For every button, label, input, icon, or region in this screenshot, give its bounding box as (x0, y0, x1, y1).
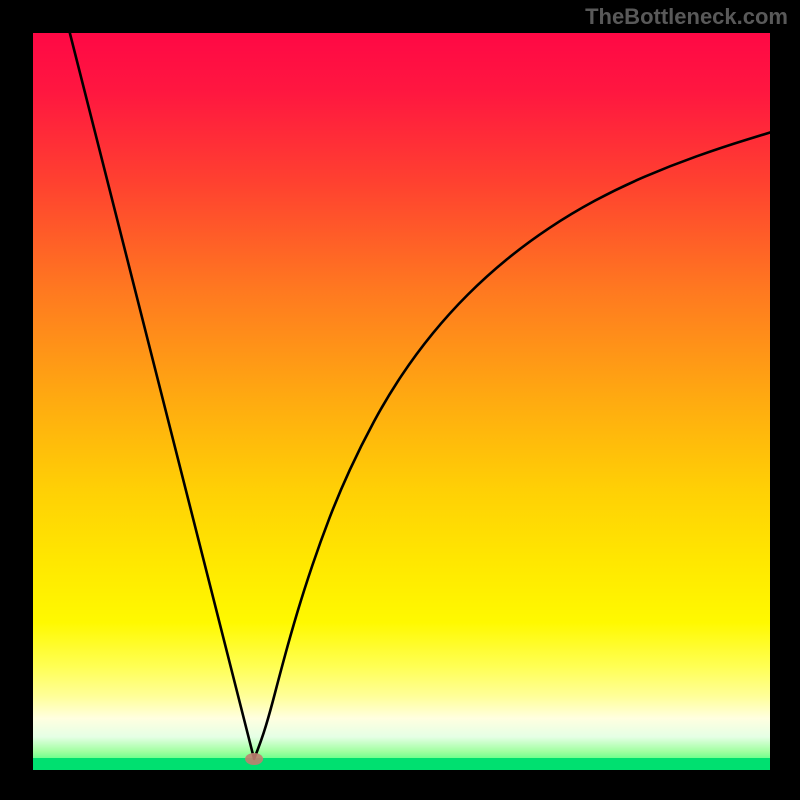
watermark-text: TheBottleneck.com (585, 4, 788, 30)
minimum-marker (245, 753, 263, 765)
curve-layer (33, 33, 770, 770)
bottleneck-curve (70, 33, 770, 759)
plot-area (33, 33, 770, 770)
